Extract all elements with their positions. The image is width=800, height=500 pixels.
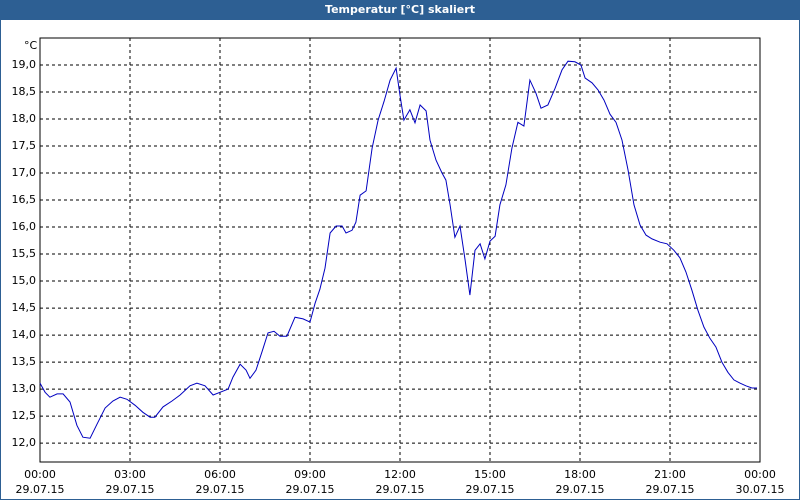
x-tick-label: 12:00 (384, 468, 416, 481)
y-tick-label: 18,5 (12, 85, 37, 98)
y-tick-label: 14,5 (12, 301, 37, 314)
x-tick-label: 18:00 (564, 468, 596, 481)
x-tick-label: 00:00 (24, 468, 56, 481)
x-tick-date: 29.07.15 (286, 483, 335, 496)
y-tick-label: 13,0 (12, 382, 37, 395)
y-axis-unit: °C (24, 39, 38, 52)
x-tick-date: 30.07.15 (736, 483, 785, 496)
x-tick-date: 29.07.15 (16, 483, 65, 496)
y-tick-label: 13,5 (12, 355, 37, 368)
y-tick-label: 14,0 (12, 328, 37, 341)
x-tick-date: 29.07.15 (376, 483, 425, 496)
temperature-line (39, 60, 757, 439)
x-tick-date: 29.07.15 (466, 483, 515, 496)
y-tick-label: 17,0 (12, 166, 37, 179)
y-tick-label: 18,0 (12, 112, 37, 125)
x-tick-label: 09:00 (294, 468, 326, 481)
x-tick-label: 00:00 (744, 468, 776, 481)
x-tick-date: 29.07.15 (106, 483, 155, 496)
x-tick-date: 29.07.15 (646, 483, 695, 496)
x-tick-label: 03:00 (114, 468, 146, 481)
y-tick-label: 16,0 (12, 220, 37, 233)
x-tick-date: 29.07.15 (556, 483, 605, 496)
x-tick-label: 06:00 (204, 468, 236, 481)
y-tick-label: 16,5 (12, 193, 37, 206)
title-bar (0, 0, 800, 20)
x-tick-date: 29.07.15 (196, 483, 245, 496)
y-tick-label: 12,5 (12, 409, 37, 422)
y-tick-label: 19,0 (12, 58, 37, 71)
y-tick-label: 12,0 (12, 436, 37, 449)
y-tick-label: 15,5 (12, 247, 37, 260)
x-tick-label: 15:00 (474, 468, 506, 481)
y-tick-label: 15,0 (12, 274, 37, 287)
y-tick-label: 17,5 (12, 139, 37, 152)
x-tick-label: 21:00 (654, 468, 686, 481)
chart-title: Temperatur [°C] skaliert (325, 3, 475, 16)
plot-border (39, 37, 761, 463)
